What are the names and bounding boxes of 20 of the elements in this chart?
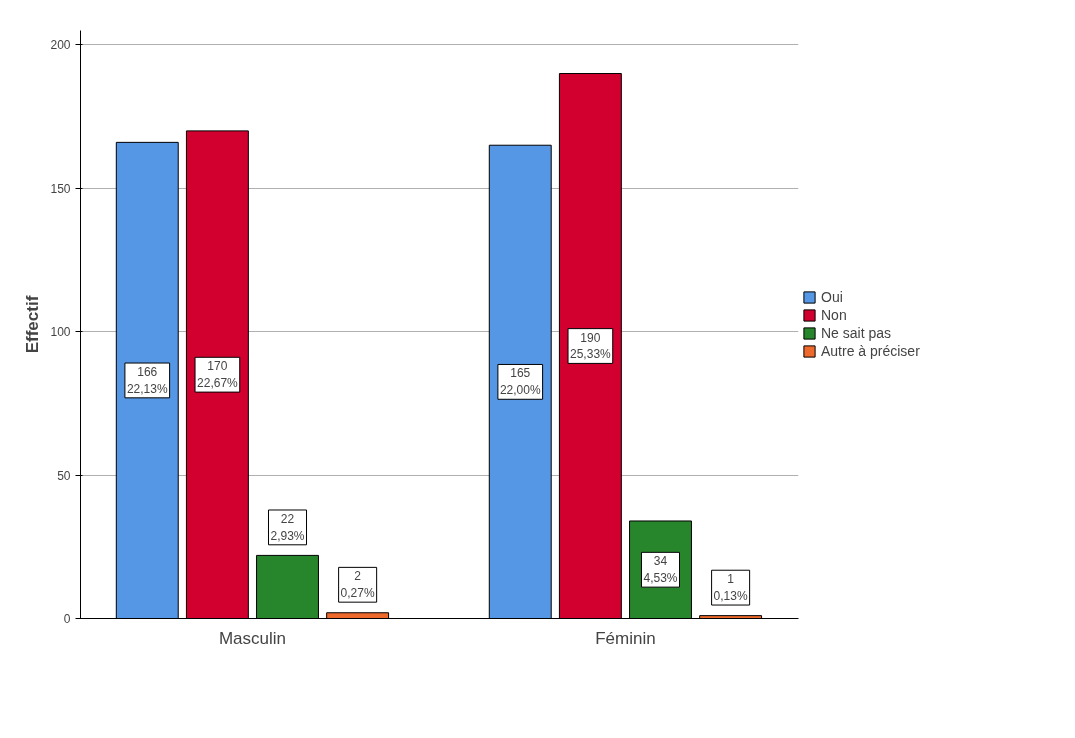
y-tick-label: 100 <box>50 325 71 340</box>
data-label: 190 25,33% <box>570 330 612 362</box>
data-label: 1 0,13% <box>713 572 748 604</box>
x-tick-label: Féminin <box>595 628 656 648</box>
legend-label: Oui <box>821 289 843 305</box>
legend-label: Ne sait pas <box>821 325 892 341</box>
y-tick-label: 200 <box>50 38 71 53</box>
data-label: 2 0,27% <box>340 569 375 601</box>
y-axis-title: Effectif <box>23 295 43 354</box>
x-tick-label: Masculin <box>218 628 286 648</box>
y-tick-label: 0 <box>63 612 71 626</box>
y-tick-label: 150 <box>50 181 71 196</box>
data-label: 165 22,00% <box>499 366 541 398</box>
data-label: 166 22,13% <box>126 365 168 396</box>
data-label: 22 2,93% <box>270 512 305 543</box>
data-label: 34 4,53% <box>643 554 678 586</box>
y-tick-label: 50 <box>57 468 71 483</box>
legend-label: Non <box>821 307 847 323</box>
data-label: 170 22,67% <box>197 359 239 391</box>
legend-label: Autre à préciser <box>821 343 920 359</box>
